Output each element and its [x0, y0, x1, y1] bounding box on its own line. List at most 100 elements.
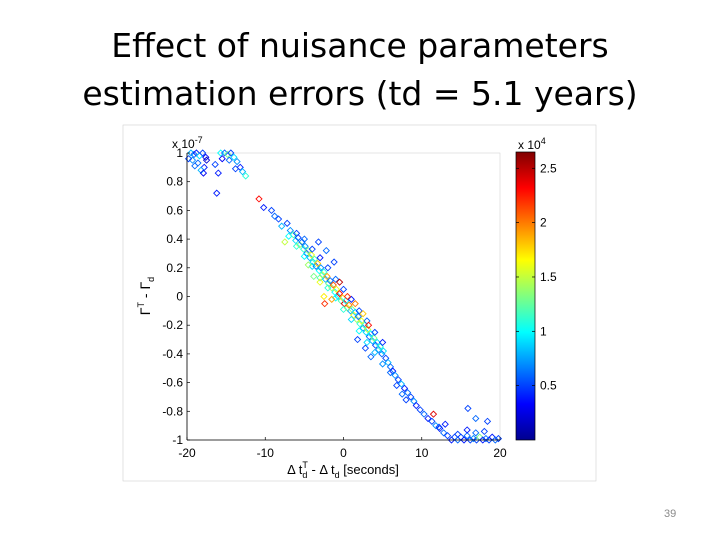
- data-point: [301, 242, 309, 250]
- data-point: [353, 335, 362, 344]
- data-point: [356, 320, 364, 328]
- data-point: [479, 436, 487, 444]
- data-point: [225, 156, 233, 164]
- data-point: [410, 397, 418, 405]
- y-tick-label: -1: [172, 433, 183, 447]
- data-point: [267, 206, 276, 215]
- colorbar-multiplier-label: x 104: [518, 136, 546, 152]
- data-point: [224, 150, 232, 159]
- data-point: [463, 432, 471, 440]
- data-point: [281, 238, 289, 246]
- y-tick-label: -0.6: [162, 376, 183, 390]
- data-point: [359, 324, 367, 332]
- data-point: [332, 294, 340, 302]
- data-point: [233, 157, 241, 166]
- data-point: [322, 246, 330, 255]
- data-point: [345, 301, 353, 309]
- data-point: [188, 156, 197, 164]
- data-point: [397, 380, 406, 388]
- colorbar-tick-label: 1.5: [540, 270, 557, 284]
- data-point: [378, 338, 387, 347]
- data-point: [368, 337, 377, 345]
- data-point: [391, 371, 399, 380]
- data-point: [227, 149, 235, 157]
- x-tick-label: 20: [493, 446, 507, 460]
- data-point: [260, 203, 268, 212]
- data-point: [315, 267, 323, 275]
- data-point: [347, 315, 355, 324]
- data-point: [242, 172, 250, 180]
- data-point: [379, 347, 388, 355]
- data-point: [398, 390, 406, 398]
- data-point: [404, 389, 412, 397]
- data-point: [321, 300, 329, 308]
- data-point: [310, 255, 319, 263]
- data-point: [323, 272, 331, 281]
- data-point: [428, 417, 436, 425]
- data-point: [199, 169, 208, 177]
- data-point: [320, 268, 328, 276]
- data-point: [184, 155, 193, 163]
- data-point: [199, 149, 207, 157]
- data-point: [355, 327, 363, 335]
- data-point: [483, 417, 492, 425]
- data-point: [378, 350, 386, 358]
- data-point: [420, 410, 428, 418]
- y-tick-label: 0.6: [166, 203, 183, 217]
- data-point: [316, 254, 324, 262]
- data-point: [440, 429, 448, 437]
- data-point: [285, 232, 293, 240]
- data-point: [211, 160, 219, 169]
- colorbar-tick-label: 2: [540, 216, 547, 230]
- colorbar-tick-label: 2.5: [540, 161, 557, 175]
- y-tick-label: 0.4: [166, 232, 183, 246]
- data-point: [359, 310, 367, 318]
- data-point: [274, 215, 283, 223]
- data-point: [316, 278, 324, 286]
- data-point: [347, 295, 355, 304]
- plot-area: [186, 152, 501, 441]
- data-point: [464, 404, 472, 413]
- data-point: [298, 238, 306, 246]
- data-point: [307, 251, 316, 259]
- data-points: [184, 149, 503, 444]
- colorbar-tick-label: 1: [540, 324, 547, 338]
- data-point: [350, 311, 358, 319]
- data-point: [324, 284, 332, 292]
- data-point: [429, 410, 438, 418]
- data-point: [364, 321, 373, 329]
- data-point: [308, 245, 316, 253]
- colorbar-tick-label: 0.5: [540, 379, 557, 393]
- data-point: [202, 153, 210, 161]
- data-point: [466, 436, 474, 444]
- data-point: [314, 238, 323, 246]
- data-point: [363, 338, 371, 347]
- data-point: [314, 259, 322, 268]
- data-point: [310, 272, 318, 281]
- y-axis-label-text: ΓT - Γd: [136, 277, 156, 315]
- data-point: [357, 317, 366, 325]
- y-tick-label: 1: [176, 146, 183, 160]
- x-axis-label: Δ tdT - Δ td [seconds]: [287, 460, 399, 480]
- x-axis-label-text: Δ tdT - Δ td [seconds]: [287, 460, 399, 480]
- data-point: [371, 348, 379, 357]
- data-point: [335, 278, 344, 286]
- data-point: [353, 315, 361, 324]
- data-point: [435, 423, 443, 431]
- data-point: [190, 150, 198, 159]
- data-point: [218, 155, 226, 163]
- data-point: [375, 345, 383, 354]
- data-point: [346, 307, 355, 315]
- slide-title-line-2: estimation errors (td = 5.1 years): [82, 74, 638, 113]
- data-point: [308, 262, 316, 271]
- colorbar: [515, 151, 536, 441]
- data-point: [320, 292, 328, 301]
- data-point: [355, 307, 363, 315]
- data-point: [371, 341, 380, 349]
- y-tick-label: 0.8: [166, 175, 183, 189]
- data-point: [339, 285, 348, 293]
- data-point: [286, 226, 294, 235]
- data-point: [480, 427, 488, 436]
- data-point: [351, 300, 359, 308]
- data-point: [213, 189, 221, 197]
